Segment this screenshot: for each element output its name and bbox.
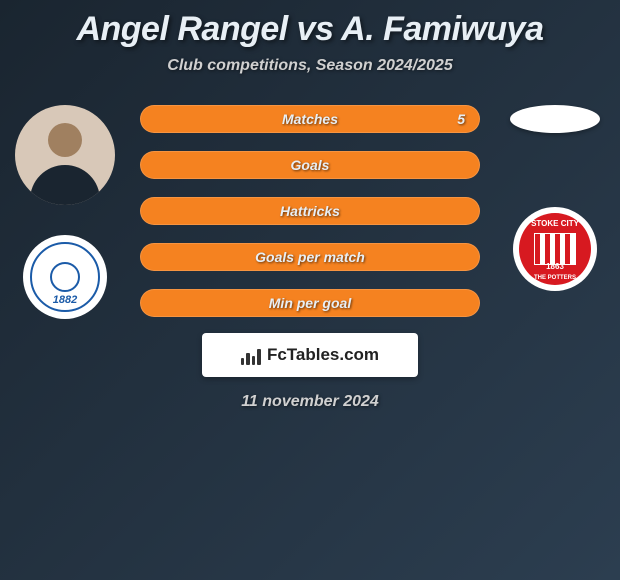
footer: FcTables.com 11 november 2024 [202,333,418,411]
stat-bar-min-per-goal: Min per goal [140,289,480,317]
stat-value-right: 5 [457,111,465,127]
site-badge[interactable]: FcTables.com [202,333,418,377]
player2-club-badge: STOKE CITY 1863 THE POTTERS [513,207,597,291]
page-title: Angel Rangel vs A. Famiwuya [76,10,543,49]
bar-chart-icon [241,345,261,365]
player1-column: 1882 [10,105,120,319]
stat-label: Goals [291,157,330,173]
stat-bars: Matches 5 Goals Hattricks Goals per matc… [140,105,480,317]
stat-label: Matches [282,111,338,127]
stat-bar-goals-per-match: Goals per match [140,243,480,271]
stoke-name: STOKE CITY [531,219,579,228]
stat-label: Goals per match [255,249,365,265]
stoke-stripes-icon [534,233,576,265]
qpr-hoop-icon [50,262,80,292]
infographic-container: Angel Rangel vs A. Famiwuya Club competi… [0,0,620,580]
date-text: 11 november 2024 [241,393,379,411]
stat-label: Hattricks [280,203,340,219]
stat-label: Min per goal [269,295,351,311]
main-area: 1882 Matches 5 Goals Hattricks [0,105,620,319]
player2-column: STOKE CITY 1863 THE POTTERS [500,105,610,291]
stoke-badge-inner: STOKE CITY 1863 THE POTTERS [519,213,591,285]
stoke-motto: THE POTTERS [534,275,576,281]
stat-bar-hattricks: Hattricks [140,197,480,225]
site-name: FcTables.com [267,345,379,365]
stoke-year: 1863 [546,262,564,271]
qpr-year: 1882 [53,294,77,306]
page-subtitle: Club competitions, Season 2024/2025 [167,57,452,75]
player1-photo [15,105,115,205]
qpr-badge-inner: 1882 [30,242,100,312]
player2-photo-placeholder [510,105,600,133]
stat-bar-goals: Goals [140,151,480,179]
player1-club-badge: 1882 [23,235,107,319]
stat-bar-matches: Matches 5 [140,105,480,133]
